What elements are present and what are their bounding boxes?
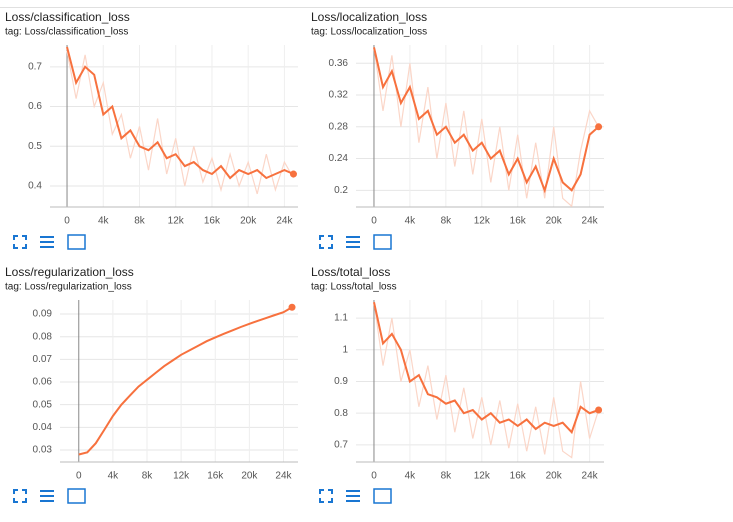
fit-domain-button[interactable]	[373, 234, 392, 250]
x-tick-label: 20k	[546, 471, 563, 482]
x-tick-label: 8k	[134, 216, 146, 227]
y-tick-label: 0.7	[334, 440, 348, 451]
fit-domain-button[interactable]	[67, 234, 86, 250]
fit-domain-button[interactable]	[67, 488, 86, 504]
smoothed-line	[78, 306, 293, 456]
log-scale-button[interactable]	[346, 236, 360, 248]
y-tick-label: 0.9	[334, 376, 348, 387]
y-tick-label: 0.07	[33, 354, 53, 365]
x-tick-label: 16k	[510, 216, 527, 227]
fullscreen-button[interactable]	[13, 489, 27, 503]
chart-buttons	[13, 234, 392, 504]
x-tick-label: 20k	[240, 216, 257, 227]
y-tick-label: 0.2	[334, 185, 348, 196]
chart-card: Loss/classification_loss tag: Loss/classi…	[5, 10, 298, 227]
chart-title: Loss/regularization_loss	[5, 265, 134, 279]
y-tick-label: 0.04	[33, 422, 53, 433]
x-tick-label: 24k	[275, 471, 292, 482]
x-tick-label: 24k	[582, 216, 599, 227]
x-tick-label: 20k	[546, 216, 563, 227]
x-tick-label: 8k	[441, 216, 453, 227]
y-tick-label: 0.09	[33, 309, 53, 320]
end-point	[288, 303, 296, 311]
y-tick-label: 0.36	[329, 58, 349, 69]
y-tick-label: 1.1	[334, 313, 348, 324]
chart-tag: tag: Loss/regularization_loss	[5, 282, 132, 293]
end-point	[595, 406, 603, 414]
x-tick-label: 12k	[173, 471, 190, 482]
x-tick-label: 16k	[207, 471, 224, 482]
fullscreen-button[interactable]	[319, 489, 333, 503]
x-tick-label: 8k	[441, 471, 453, 482]
y-tick-label: 0.28	[329, 121, 349, 132]
fullscreen-button[interactable]	[13, 235, 27, 249]
x-tick-label: 8k	[142, 471, 154, 482]
button-row	[13, 488, 86, 504]
y-tick-label: 0.24	[329, 153, 349, 164]
fullscreen-button[interactable]	[319, 235, 333, 249]
y-tick-label: 0.06	[33, 377, 53, 388]
x-tick-label: 24k	[276, 216, 293, 227]
end-point	[289, 170, 297, 178]
y-tick-label: 0.6	[28, 101, 42, 112]
log-scale-button[interactable]	[346, 490, 360, 502]
y-tick-label: 0.7	[28, 61, 42, 72]
x-tick-label: 16k	[204, 216, 221, 227]
y-tick-label: 0.08	[33, 331, 53, 342]
chart-card: Loss/regularization_loss tag: Loss/regula…	[5, 265, 298, 482]
y-tick-label: 0.03	[33, 445, 53, 456]
raw-line	[373, 302, 600, 459]
chart-title: Loss/classification_loss	[5, 10, 130, 24]
y-tick-label: 0.32	[329, 90, 349, 101]
x-tick-label: 4k	[405, 216, 417, 227]
smoothed-line	[373, 47, 600, 194]
raw-line	[66, 50, 295, 195]
button-row	[319, 488, 392, 504]
x-tick-label: 12k	[168, 216, 185, 227]
x-tick-label: 24k	[582, 471, 599, 482]
y-tick-label: 1	[342, 344, 348, 355]
chart-card: Loss/localization_loss tag: Loss/localiza…	[311, 10, 604, 227]
chart-title: Loss/localization_loss	[311, 10, 427, 24]
chart-tag: tag: Loss/localization_loss	[311, 27, 427, 38]
chart-card: Loss/total_loss tag: Loss/total_loss 0.7 0.…	[311, 265, 604, 482]
chart-tag: tag: Loss/total_loss	[311, 282, 397, 293]
x-tick-label: 0	[371, 216, 377, 227]
x-tick-label: 0	[371, 471, 377, 482]
x-tick-label: 4k	[405, 471, 417, 482]
x-tick-label: 4k	[108, 471, 120, 482]
x-tick-label: 12k	[474, 216, 491, 227]
y-tick-label: 0.05	[33, 399, 53, 410]
x-tick-label: 16k	[510, 471, 527, 482]
y-tick-label: 0.4	[28, 181, 42, 192]
x-tick-label: 0	[76, 471, 82, 482]
end-point	[595, 123, 603, 131]
log-scale-button[interactable]	[40, 236, 54, 248]
x-tick-label: 12k	[474, 471, 491, 482]
chart-title: Loss/total_loss	[311, 265, 390, 279]
log-scale-button[interactable]	[40, 490, 54, 502]
y-tick-label: 0.5	[28, 141, 42, 152]
button-row	[319, 234, 392, 250]
y-tick-label: 0.8	[334, 408, 348, 419]
smoothed-line	[373, 301, 599, 435]
chart-tag: tag: Loss/classification_loss	[5, 27, 128, 38]
smoothed-line	[66, 46, 294, 180]
x-tick-label: 20k	[241, 471, 258, 482]
x-tick-label: 0	[64, 216, 70, 227]
fit-domain-button[interactable]	[373, 488, 392, 504]
x-tick-label: 4k	[98, 216, 110, 227]
button-row	[13, 234, 86, 250]
